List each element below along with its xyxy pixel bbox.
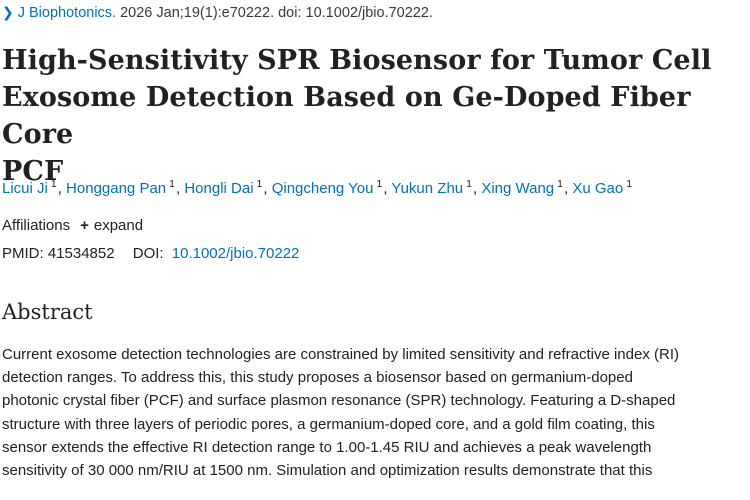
author-link[interactable]: Honggang Pan: [66, 180, 167, 197]
affiliation-number[interactable]: 1: [376, 178, 383, 190]
abstract-heading: Abstract: [2, 300, 93, 324]
author-list: Licui Ji 1, Honggang Pan 1, Hongli Dai 1, Q…: [2, 178, 633, 197]
abstract-line: sensitivity of 30 000 nm/RIU at 1500 nm.…: [2, 462, 653, 480]
affiliation-number[interactable]: 1: [169, 178, 175, 190]
plus-icon: +: [80, 217, 89, 234]
author-link[interactable]: Qingcheng You: [271, 180, 374, 197]
affiliation-number[interactable]: 1: [256, 178, 263, 190]
abstract-line: detection ranges. To address this, this …: [2, 369, 633, 387]
pmid: PMID: 41534852: [2, 245, 115, 262]
chevron-right-icon[interactable]: ❯: [2, 4, 14, 20]
abstract-line: Current exosome detection technologies a…: [2, 346, 679, 363]
affiliations-toggle[interactable]: Affiliations + expand: [2, 217, 143, 234]
journal-link[interactable]: J Biophotonics.: [17, 5, 117, 21]
affiliation-number[interactable]: 1: [466, 178, 472, 190]
doi-link[interactable]: 10.1002/jbio.70222: [171, 245, 300, 262]
affiliations-label: Affiliations: [2, 217, 71, 234]
title-line: Exosome Detection Based on Ge-Doped Fibe…: [2, 82, 691, 150]
expand-label: expand: [93, 217, 144, 234]
citation-line: ❯ J Biophotonics. 2026 Jan;19(1):e70222. …: [2, 4, 433, 21]
abstract-text: Current exosome detection technologies a…: [2, 343, 747, 482]
citation-details: 2026 Jan;19(1):e70222. doi: 10.1002/jbio…: [120, 5, 433, 21]
author-link[interactable]: Xu Gao: [572, 180, 624, 197]
author-link[interactable]: Yukun Zhu: [391, 180, 464, 197]
title-line: High-Sensitivity SPR Biosensor for Tumor…: [2, 45, 712, 76]
affiliation-number[interactable]: 1: [626, 178, 633, 190]
affiliation-number[interactable]: 1: [557, 178, 563, 190]
author-link[interactable]: Hongli Dai: [184, 180, 254, 197]
article-title: High-Sensitivity SPR Biosensor for Tumor…: [2, 42, 742, 190]
author-link[interactable]: Xing Wang: [481, 180, 555, 197]
abstract-line: photonic crystal fiber (PCF) and surface…: [2, 392, 676, 410]
article-identifiers: PMID: 41534852 DOI: 10.1002/jbio.70222: [2, 245, 299, 262]
affiliation-number[interactable]: 1: [50, 178, 57, 190]
abstract-line: sensor extends the effective RI detectio…: [2, 438, 652, 456]
title-line: PCF: [2, 156, 64, 187]
author-link[interactable]: Licui Ji: [2, 180, 48, 197]
doi-label: DOI:: [132, 245, 164, 262]
abstract-line: structure with three layers of periodic …: [2, 415, 655, 433]
